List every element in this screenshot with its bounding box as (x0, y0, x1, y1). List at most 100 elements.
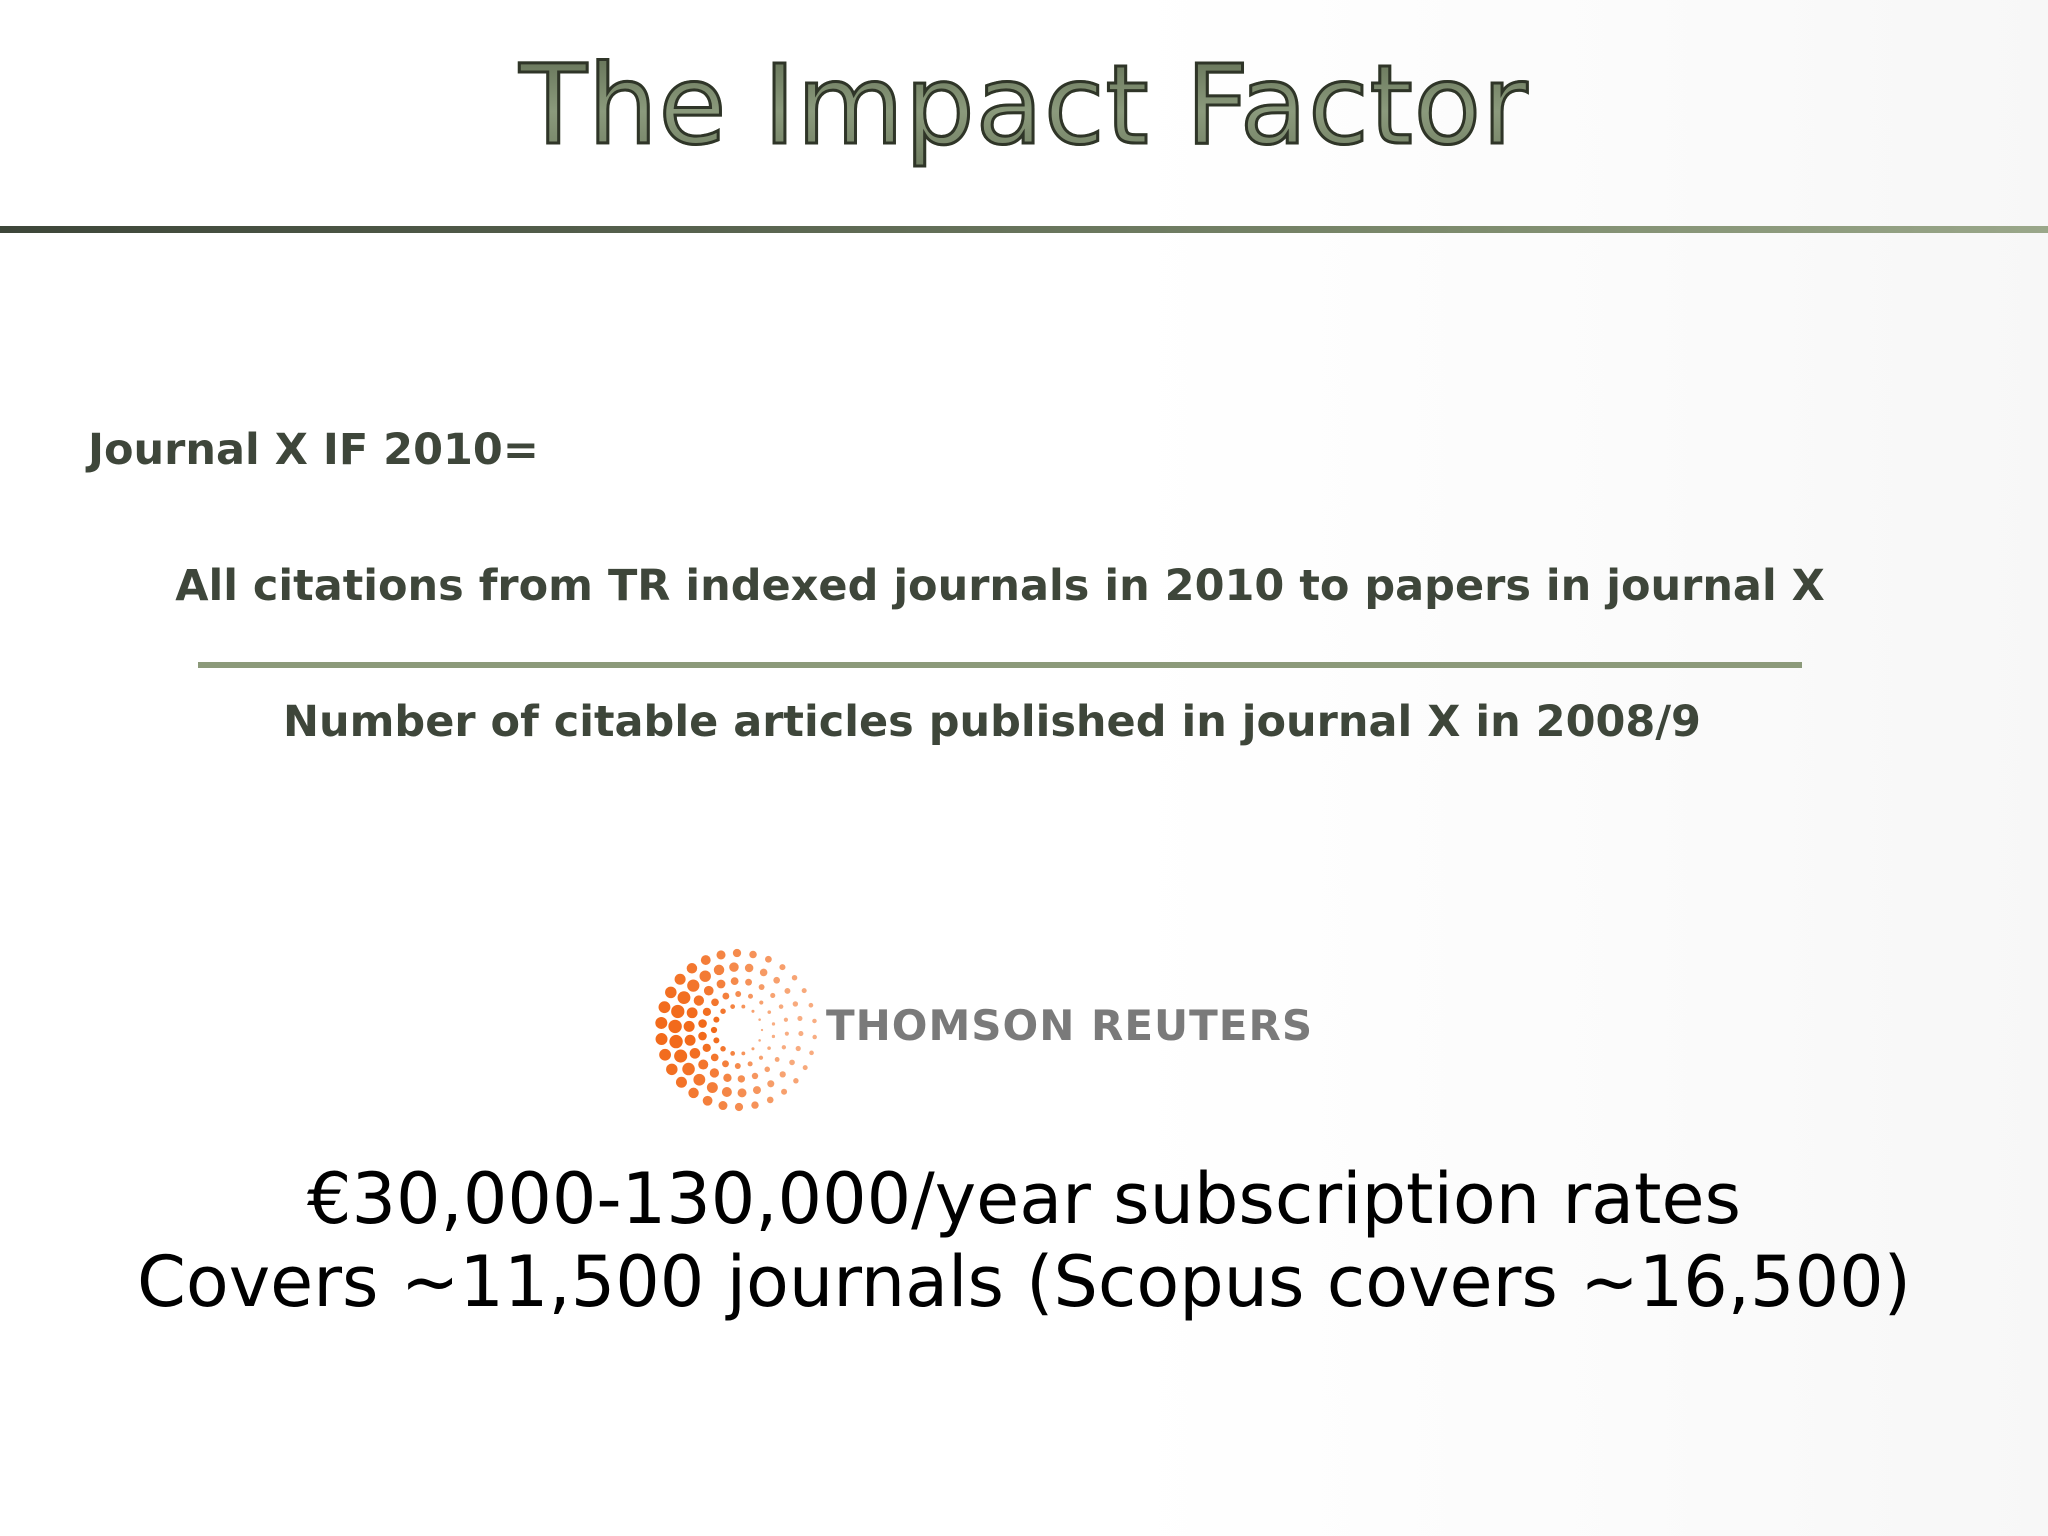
logo-dot (741, 1004, 746, 1009)
logo-dot (718, 1101, 728, 1111)
logo-dot (713, 964, 725, 976)
coverage-note: Covers ~11,500 journals (Scopus covers ~… (137, 1241, 1911, 1323)
logo-dot (698, 1031, 707, 1041)
logo-dot (722, 992, 730, 1000)
logo-dot (722, 1060, 729, 1068)
logo-dot (703, 985, 714, 996)
logo-dot (698, 1019, 707, 1028)
logo-dot (702, 1095, 713, 1106)
logo-dot (720, 1046, 726, 1052)
logo-dot (758, 1018, 761, 1021)
logo-dot (732, 948, 742, 958)
logo-dot (689, 1048, 701, 1059)
logo-dot (665, 986, 677, 999)
logo-dot (766, 1096, 774, 1104)
logo-dot (791, 974, 798, 981)
logo-dot (687, 979, 700, 992)
logo-dot (797, 1015, 803, 1021)
logo-dot (784, 1031, 789, 1036)
logo-dot (730, 977, 739, 986)
logo-dot (764, 1066, 771, 1073)
logo-dot (751, 1047, 755, 1051)
formula-lhs: Journal X IF 2010= (88, 425, 539, 475)
logo-dot (734, 1102, 744, 1112)
logo-dot (735, 991, 742, 997)
logo-wordmark: THOMSON REUTERS (826, 1001, 1314, 1050)
logo-dot (730, 1051, 736, 1056)
logo-dot (710, 1053, 719, 1062)
logo-dot (751, 1072, 759, 1080)
logo-dot (773, 976, 780, 984)
logo-dot (771, 1022, 776, 1026)
logo-dot (749, 950, 757, 959)
logo-dot (721, 1087, 732, 1097)
logo-dot (729, 962, 739, 972)
logo-dot (748, 993, 753, 999)
logo-dot (801, 988, 807, 994)
logo-dot (710, 1026, 718, 1034)
logo-dot (758, 1055, 764, 1060)
logo-dot (751, 1009, 755, 1013)
logo-dot (706, 1082, 718, 1094)
logo-dot (781, 1088, 788, 1095)
logo-dot (737, 1088, 747, 1098)
logo-dot (778, 1004, 784, 1009)
thomson-reuters-logo: THOMSON REUTERS (650, 940, 1312, 1120)
logo-dot (677, 991, 691, 1005)
logo-dot (716, 950, 726, 960)
logo-dot (686, 963, 698, 974)
logo-dot (758, 984, 765, 991)
logo-dot (713, 1037, 720, 1044)
dotted-sunburst-logo-icon (655, 948, 817, 1112)
logo-dot (789, 1059, 795, 1066)
logo-dot (730, 1004, 736, 1009)
logo-dot (771, 1034, 776, 1039)
logo-dot (693, 1073, 706, 1086)
logo-dot (711, 998, 719, 1007)
logo-dot (699, 970, 711, 982)
logo-dot (686, 1007, 698, 1019)
logo-dot (784, 987, 791, 994)
logo-dot (669, 1034, 683, 1049)
logo-dot (655, 1016, 668, 1029)
logo-dot (812, 1018, 817, 1024)
logo-dot (809, 1050, 814, 1056)
logo-dot (758, 1039, 761, 1042)
logo-dot (693, 995, 705, 1006)
logo-dot (751, 1101, 759, 1109)
logo-dot (674, 1049, 688, 1063)
logo-dot (765, 955, 772, 963)
logo-dot (744, 963, 754, 973)
logo-dot (760, 1028, 764, 1032)
logo-dot (767, 1080, 775, 1088)
logo-dot (702, 1007, 712, 1016)
logo-dot (745, 978, 752, 986)
logo-dot (668, 1019, 682, 1034)
formula-denominator: Number of citable articles published in … (283, 697, 1701, 747)
logo-dot (812, 1034, 817, 1040)
logo-dot (675, 1076, 687, 1088)
fraction-bar (198, 662, 1802, 668)
logo-dot (682, 1062, 695, 1076)
logo-dot (655, 1033, 668, 1046)
logo-dot (767, 1046, 771, 1050)
logo-dot (783, 1017, 789, 1022)
logo-dot (774, 1057, 780, 1062)
logo-dot (779, 964, 786, 971)
logo-dot (674, 973, 686, 985)
logo-dot (737, 1075, 746, 1083)
logo-dot (808, 1002, 814, 1008)
logo-dot (713, 1016, 720, 1023)
logo-dot (752, 1086, 761, 1095)
logo-dot (747, 1061, 753, 1067)
logo-dot (684, 1034, 696, 1046)
logo-dot (720, 1008, 726, 1014)
logo-dot (698, 1059, 709, 1070)
subscription-note: €30,000-130,000/year subscription rates (306, 1158, 1742, 1240)
formula-numerator: All citations from TR indexed journals i… (175, 561, 1825, 611)
logo-dot (795, 1045, 801, 1052)
logo-dot (741, 1051, 746, 1056)
logo-dot (759, 968, 768, 977)
logo-dot (700, 955, 711, 965)
